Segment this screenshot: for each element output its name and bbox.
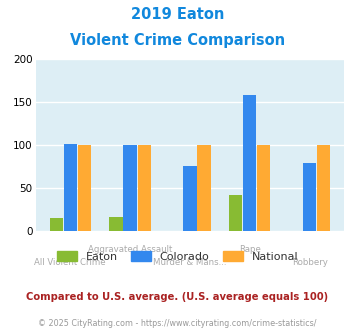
Bar	[303, 163, 316, 231]
Bar	[257, 145, 271, 231]
Bar	[64, 144, 77, 231]
Bar	[137, 145, 151, 231]
Bar	[229, 195, 242, 231]
Text: 2019 Eaton: 2019 Eaton	[131, 7, 224, 21]
Text: All Violent Crime: All Violent Crime	[34, 258, 106, 267]
Bar	[50, 218, 63, 231]
Bar	[124, 145, 137, 231]
Text: Violent Crime Comparison: Violent Crime Comparison	[70, 33, 285, 48]
Text: Murder & Mans...: Murder & Mans...	[153, 258, 227, 267]
Text: Aggravated Assault: Aggravated Assault	[88, 245, 172, 254]
Legend: Eaton, Colorado, National: Eaton, Colorado, National	[52, 247, 303, 267]
Text: Compared to U.S. average. (U.S. average equals 100): Compared to U.S. average. (U.S. average …	[26, 292, 329, 302]
Text: Robbery: Robbery	[292, 258, 328, 267]
Bar	[243, 95, 256, 231]
Bar	[78, 145, 91, 231]
Bar	[197, 145, 211, 231]
Bar	[317, 145, 330, 231]
Text: © 2025 CityRating.com - https://www.cityrating.com/crime-statistics/: © 2025 CityRating.com - https://www.city…	[38, 319, 317, 328]
Bar	[109, 217, 122, 231]
Text: Rape: Rape	[239, 245, 261, 254]
Bar	[183, 166, 197, 231]
